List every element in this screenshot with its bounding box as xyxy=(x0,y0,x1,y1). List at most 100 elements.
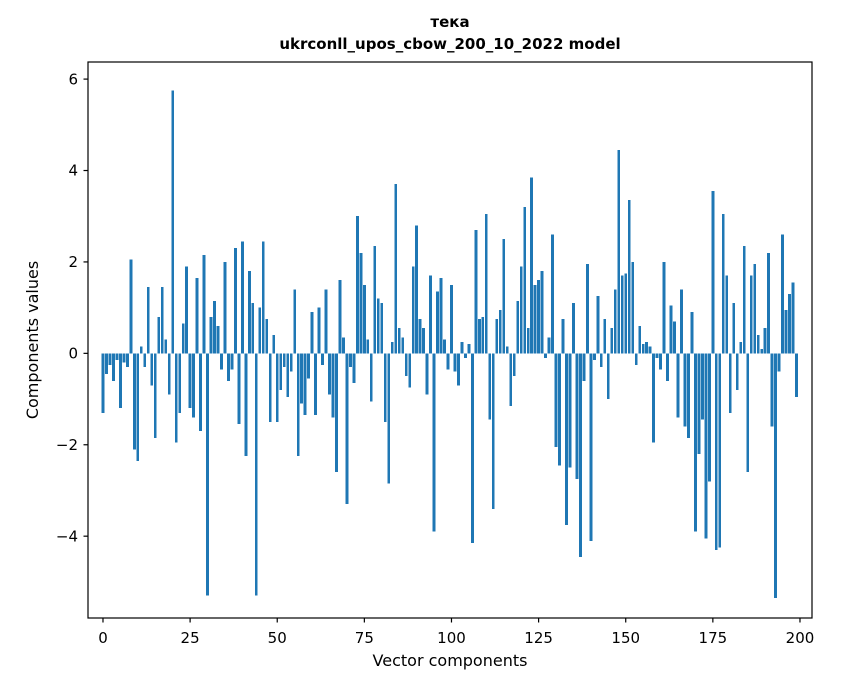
bars xyxy=(101,90,798,598)
bar xyxy=(206,353,209,596)
bar xyxy=(408,353,412,388)
bar xyxy=(268,353,272,422)
bar xyxy=(540,271,544,354)
bar xyxy=(707,353,711,482)
bar xyxy=(579,353,582,557)
bar xyxy=(645,341,649,354)
bar xyxy=(146,287,150,354)
bar xyxy=(352,353,356,384)
x-tick-label: 0 xyxy=(98,629,108,647)
x-tick-label: 125 xyxy=(524,629,553,647)
bar xyxy=(558,353,561,466)
bar xyxy=(509,353,513,406)
bar xyxy=(460,341,464,354)
y-tick-label: −4 xyxy=(56,527,78,545)
bar xyxy=(132,353,136,450)
bar xyxy=(234,248,237,354)
bar xyxy=(240,241,244,354)
bar xyxy=(648,346,652,354)
bar xyxy=(150,353,154,386)
bar xyxy=(122,353,126,363)
bar xyxy=(261,241,265,354)
bar xyxy=(770,353,774,427)
bar xyxy=(701,353,704,420)
x-tick-label: 200 xyxy=(786,629,815,647)
bar xyxy=(572,303,575,354)
bar xyxy=(254,353,258,596)
bar xyxy=(655,353,659,358)
bar xyxy=(484,213,488,354)
bar xyxy=(282,353,286,368)
bar xyxy=(390,341,394,354)
bar xyxy=(481,316,485,354)
bar xyxy=(603,319,607,354)
bar xyxy=(432,353,436,532)
bar xyxy=(275,353,279,422)
bar xyxy=(230,353,234,370)
bar xyxy=(317,307,321,354)
bar xyxy=(767,252,771,354)
bar xyxy=(387,353,391,484)
bar xyxy=(328,353,331,395)
bar xyxy=(516,300,520,354)
bar xyxy=(216,325,220,354)
bar xyxy=(331,353,335,418)
bar xyxy=(450,284,453,354)
bar xyxy=(714,353,718,550)
bar xyxy=(749,275,753,354)
bar xyxy=(666,353,669,381)
x-axis-label: Vector components xyxy=(373,651,528,670)
bar xyxy=(725,275,729,354)
y-tick-label: 4 xyxy=(68,162,78,180)
bar xyxy=(732,303,736,354)
y-tick-label: 2 xyxy=(68,253,78,271)
bar xyxy=(477,319,481,354)
bar xyxy=(178,353,182,413)
plot-border xyxy=(87,61,813,619)
bar xyxy=(314,353,317,416)
bar xyxy=(244,353,248,457)
bar xyxy=(561,319,565,354)
bar xyxy=(474,229,478,354)
bar xyxy=(788,293,791,354)
bar xyxy=(568,353,572,468)
bar xyxy=(195,277,199,354)
bar xyxy=(467,344,471,354)
bar xyxy=(171,90,175,354)
bar xyxy=(401,337,405,354)
bar xyxy=(533,284,537,354)
bar xyxy=(774,353,777,598)
bar xyxy=(471,353,474,544)
bar xyxy=(338,280,342,354)
bar xyxy=(610,328,614,354)
bar xyxy=(119,353,122,409)
bar xyxy=(359,252,363,354)
bar xyxy=(502,239,506,354)
bar xyxy=(742,245,746,354)
bar xyxy=(213,300,216,354)
x-tick-label: 150 xyxy=(611,629,640,647)
bar xyxy=(495,319,499,354)
bar xyxy=(694,353,697,532)
bar xyxy=(307,353,310,379)
bar xyxy=(631,261,635,354)
bar xyxy=(791,282,795,354)
bar xyxy=(659,353,662,370)
bar xyxy=(505,346,509,354)
bar xyxy=(464,353,467,358)
bar xyxy=(251,303,255,354)
bar xyxy=(425,353,429,395)
bar xyxy=(227,353,230,381)
bar xyxy=(690,312,694,354)
bar xyxy=(247,271,251,354)
bar xyxy=(258,307,262,354)
x-tick-label: 175 xyxy=(699,629,728,647)
bar xyxy=(237,353,241,425)
bar xyxy=(279,353,283,390)
chart-subtitle: ukrconll_upos_cbow_200_10_2022 model xyxy=(279,35,620,53)
bar xyxy=(777,353,781,372)
bar xyxy=(125,353,129,368)
bar xyxy=(422,328,425,354)
bar xyxy=(272,335,276,354)
